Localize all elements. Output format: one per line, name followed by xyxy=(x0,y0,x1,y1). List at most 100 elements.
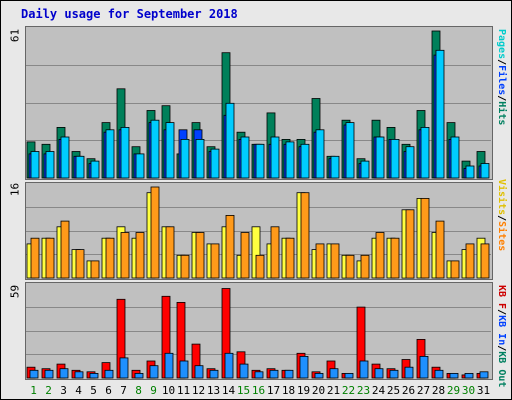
bar-kbf-kbin-kbout-kb-in-day-26 xyxy=(404,366,414,379)
bar-kbf-kbin-kbout-kb-in-day-24 xyxy=(374,368,384,379)
x-tick-label-14: 14 xyxy=(222,384,236,397)
bar-kbf-kbin-kbout-kb-in-day-30 xyxy=(464,372,474,379)
bar-kbf-kbin-kbout-kb-in-day-13 xyxy=(209,369,219,379)
bar-visits-sites-sites-day-14 xyxy=(225,214,235,279)
bar-visits-sites-sites-day-16 xyxy=(255,254,265,279)
bar-kbf-kbin-kbout-kb-in-day-27 xyxy=(419,355,429,379)
x-tick-label-1: 1 xyxy=(30,384,37,397)
bar-kbf-kbin-kbout-kb-in-day-20 xyxy=(314,372,324,379)
x-tick-label-28: 28 xyxy=(432,384,445,397)
bar-kbf-kbin-kbout-kb-in-day-16 xyxy=(254,371,264,379)
bar-kbf-kbin-kbout-kb-in-day-2 xyxy=(44,369,54,379)
bar-kbf-kbin-kbout-kb-in-day-14 xyxy=(224,352,234,379)
x-tick-label-9: 9 xyxy=(150,384,157,397)
bar-kbf-kbin-kbout-kb-in-day-23 xyxy=(359,360,369,379)
x-tick-label-15: 15 xyxy=(237,384,250,397)
bar-kbf-kbin-kbout-kb-in-day-10 xyxy=(164,352,174,379)
bar-kbf-kbin-kbout-kb-in-day-4 xyxy=(74,371,84,379)
bar-kbf-kbin-kbout-kb-in-day-22 xyxy=(344,372,354,379)
x-tick-label-2: 2 xyxy=(45,384,52,397)
bar-pages-files-hits-pages-day-30 xyxy=(465,165,475,179)
bar-visits-sites-sites-day-3 xyxy=(60,220,70,279)
bar-visits-sites-sites-day-31 xyxy=(480,243,490,279)
bar-pages-files-hits-pages-day-27 xyxy=(420,127,430,179)
bar-pages-files-hits-pages-day-13 xyxy=(210,148,220,179)
bar-pages-files-hits-pages-day-19 xyxy=(300,143,310,179)
bar-kbf-kbin-kbout-kb-in-day-8 xyxy=(134,372,144,379)
x-tick-label-5: 5 xyxy=(90,384,97,397)
bar-kbf-kbin-kbout-kb-in-day-15 xyxy=(239,363,249,379)
x-tick-label-22: 22 xyxy=(342,384,355,397)
bar-pages-files-hits-pages-day-11 xyxy=(180,138,190,179)
bar-kbf-kbin-kbout-kb-in-day-5 xyxy=(89,372,99,379)
bar-visits-sites-sites-day-25 xyxy=(390,237,400,279)
x-tick-label-10: 10 xyxy=(162,384,175,397)
x-tick-label-6: 6 xyxy=(105,384,112,397)
bar-visits-sites-sites-day-2 xyxy=(45,237,55,279)
bar-pages-files-hits-pages-day-6 xyxy=(105,129,115,179)
bar-kbf-kbin-kbout-kb-in-day-11 xyxy=(179,360,189,379)
bar-kbf-kbin-kbout-kb-in-day-31 xyxy=(479,371,489,379)
bar-visits-sites-sites-day-23 xyxy=(360,254,370,279)
bar-pages-files-hits-pages-day-22 xyxy=(345,122,355,179)
bar-visits-sites-sites-day-26 xyxy=(405,209,415,279)
bar-kbf-kbin-kbout-kb-in-day-9 xyxy=(149,365,159,379)
bar-visits-sites-sites-day-11 xyxy=(180,254,190,279)
bar-pages-files-hits-pages-day-10 xyxy=(165,122,175,179)
bar-pages-files-hits-pages-day-29 xyxy=(450,136,460,179)
x-tick-label-19: 19 xyxy=(297,384,310,397)
bar-visits-sites-sites-day-18 xyxy=(285,237,295,279)
x-tick-label-7: 7 xyxy=(120,384,127,397)
bar-pages-files-hits-pages-day-23 xyxy=(360,160,370,179)
bar-visits-sites-sites-day-12 xyxy=(195,232,205,279)
bar-pages-files-hits-pages-day-31 xyxy=(480,163,490,179)
bar-pages-files-hits-pages-day-3 xyxy=(60,136,70,179)
bar-pages-files-hits-pages-day-14 xyxy=(225,102,235,179)
chart-title: Daily usage for September 2018 xyxy=(21,7,238,21)
bar-visits-sites-sites-day-28 xyxy=(435,220,445,279)
x-tick-label-17: 17 xyxy=(267,384,280,397)
bar-pages-files-hits-pages-day-16 xyxy=(255,143,265,179)
x-tick-label-20: 20 xyxy=(312,384,325,397)
bar-pages-files-hits-pages-day-26 xyxy=(405,146,415,179)
x-tick-label-25: 25 xyxy=(387,384,400,397)
bar-visits-sites-sites-day-20 xyxy=(315,243,325,279)
bar-pages-files-hits-pages-day-24 xyxy=(375,136,385,179)
bar-pages-files-hits-pages-day-15 xyxy=(240,136,250,179)
bar-visits-sites-sites-day-13 xyxy=(210,243,220,279)
bar-visits-sites-sites-day-27 xyxy=(420,197,430,279)
x-tick-label-18: 18 xyxy=(282,384,295,397)
x-tick-label-12: 12 xyxy=(192,384,205,397)
bar-visits-sites-sites-day-19 xyxy=(300,192,310,279)
bar-pages-files-hits-pages-day-25 xyxy=(390,138,400,179)
bar-kbf-kbin-kbout-kb-in-day-1 xyxy=(29,369,39,379)
bar-visits-sites-sites-day-6 xyxy=(105,237,115,279)
bar-pages-files-hits-pages-day-21 xyxy=(330,155,340,179)
bar-visits-sites-sites-day-4 xyxy=(75,249,85,279)
bar-visits-sites-sites-day-17 xyxy=(270,226,280,279)
x-tick-label-8: 8 xyxy=(135,384,142,397)
bar-kbf-kbin-kbout-kb-in-day-6 xyxy=(104,369,114,379)
bar-kbf-kbin-kbout-kb-in-day-19 xyxy=(299,355,309,379)
bar-pages-files-hits-pages-day-4 xyxy=(75,155,85,179)
bar-visits-sites-sites-day-5 xyxy=(90,260,100,279)
bar-visits-sites-sites-day-15 xyxy=(240,232,250,279)
bar-kbf-kbin-kbout-kb-in-day-29 xyxy=(449,372,459,379)
bar-pages-files-hits-pages-day-20 xyxy=(315,129,325,179)
x-tick-label-4: 4 xyxy=(75,384,82,397)
bar-visits-sites-sites-day-22 xyxy=(345,254,355,279)
bar-pages-files-hits-pages-day-1 xyxy=(30,151,40,179)
bar-pages-files-hits-pages-day-28 xyxy=(435,49,445,179)
bar-pages-files-hits-pages-day-12 xyxy=(195,138,205,179)
x-tick-label-13: 13 xyxy=(207,384,220,397)
bar-pages-files-hits-pages-day-18 xyxy=(285,141,295,179)
bar-pages-files-hits-pages-day-5 xyxy=(90,160,100,179)
bar-visits-sites-sites-day-9 xyxy=(150,186,160,279)
bar-pages-files-hits-pages-day-2 xyxy=(45,151,55,179)
x-tick-label-30: 30 xyxy=(462,384,475,397)
bar-pages-files-hits-pages-day-8 xyxy=(135,153,145,179)
bar-visits-sites-sites-day-8 xyxy=(135,232,145,279)
x-tick-label-21: 21 xyxy=(327,384,340,397)
bar-kbf-kbin-kbout-kb-in-day-3 xyxy=(59,368,69,379)
x-tick-label-27: 27 xyxy=(417,384,430,397)
